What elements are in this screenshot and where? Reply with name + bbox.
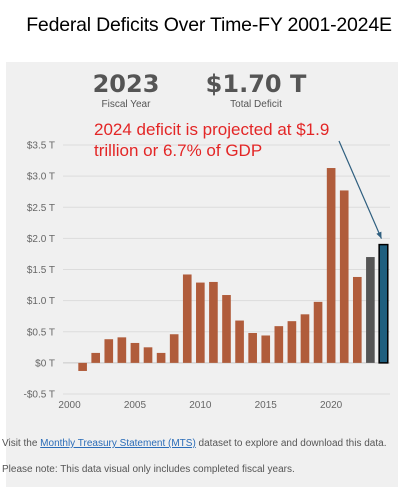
deficit-bar: [248, 332, 257, 363]
x-tick-label: 2000: [58, 400, 81, 411]
deficit-bar: [196, 282, 205, 363]
footnote-mts-suffix: dataset to explore and download this dat…: [195, 438, 387, 449]
deficit-bar-2024-projected: [378, 243, 389, 364]
deficit-bar: [78, 362, 87, 371]
page-title: Federal Deficits Over Time-FY 2001-2024E: [26, 14, 392, 36]
x-tick-label: 2015: [255, 400, 278, 411]
annotation-arrow: [338, 140, 383, 239]
deficit-bar-chart: -$0.5 T $0 T $0.5 T $1.0 T $1.5 T $2.0 T $2.5 …: [24, 140, 390, 411]
fiscal-year-label: Fiscal Year: [101, 99, 151, 110]
y-tick-label: $1.0 T: [27, 296, 55, 307]
x-tick-label: 2005: [124, 400, 147, 411]
deficit-bar: [235, 320, 244, 363]
deficit-bar: [274, 326, 284, 363]
deficit-bar: [130, 342, 140, 363]
footnote-mts: Visit the Monthly Treasury Statement (MT…: [2, 437, 386, 451]
deficit-bar: [326, 168, 336, 363]
deficit-bar: [209, 281, 218, 363]
deficit-bar: [313, 301, 323, 363]
deficit-bar: [261, 335, 271, 363]
y-tick-label: $3.5 T: [27, 141, 55, 152]
total-deficit-label: Total Deficit: [230, 99, 282, 110]
projection-annotation: 2024 deficit is projected at $1.9 trilli…: [94, 120, 330, 160]
deficit-bar: [182, 274, 192, 363]
deficit-bar: [91, 352, 101, 363]
deficit-bar: [117, 337, 127, 363]
y-tick-label: $3.0 T: [27, 172, 55, 183]
deficit-bar: [143, 347, 153, 363]
y-tick-label: $2.0 T: [27, 234, 55, 245]
footnote-completed-years: Please note: This data visual only inclu…: [2, 464, 295, 475]
y-tick-label: -$0.5 T: [24, 390, 56, 401]
deficit-bar: [104, 339, 114, 363]
y-tick-label: $2.5 T: [27, 203, 55, 214]
fiscal-year-stat: 2023 Fiscal Year: [91, 70, 161, 112]
deficit-bar: [352, 276, 362, 363]
y-tick-label: $0 T: [35, 358, 55, 369]
x-tick-label: 2020: [320, 400, 343, 411]
deficit-bar: [222, 295, 231, 363]
x-tick-label: 2010: [189, 400, 212, 411]
total-deficit-stat: $1.70 T Total Deficit: [201, 70, 311, 112]
deficit-bar: [300, 314, 310, 363]
fiscal-year-value: 2023: [92, 70, 160, 98]
total-deficit-value: $1.70 T: [205, 70, 307, 98]
deficit-bar: [156, 352, 166, 363]
y-tick-label: $0.5 T: [27, 327, 55, 338]
deficit-bar: [169, 334, 179, 363]
y-tick-label: $1.5 T: [27, 265, 55, 276]
deficit-bar: [339, 190, 349, 363]
deficit-bar: [287, 321, 297, 363]
footnote-mts-prefix: Visit the: [2, 438, 41, 449]
annotation-arrowhead: [376, 231, 382, 239]
chart-panel: 2023 Fiscal Year $1.70 T Total Deficit -…: [2, 62, 398, 487]
mts-dataset-link[interactable]: Monthly Treasury Statement (MTS): [40, 438, 196, 449]
deficit-bar-2023: [366, 257, 375, 363]
